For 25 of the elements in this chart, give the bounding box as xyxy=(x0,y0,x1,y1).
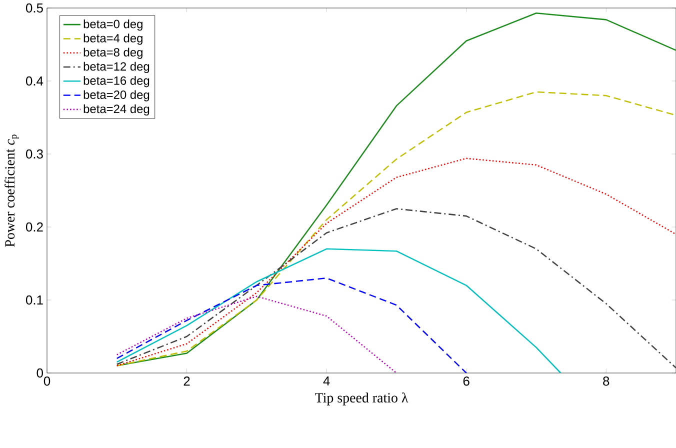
y-tick-label: 0.4 xyxy=(26,76,44,86)
x-tick-label: 6 xyxy=(463,376,470,386)
line-series xyxy=(116,158,676,366)
legend-label: beta=24 deg xyxy=(84,104,150,116)
y-tick-label: 0.2 xyxy=(26,222,43,232)
legend-label: beta=20 deg xyxy=(84,90,150,102)
x-tick-label: 2 xyxy=(184,376,190,386)
legend-label: beta=16 deg xyxy=(84,76,150,88)
x-tick-label: 4 xyxy=(323,376,330,386)
line-series xyxy=(116,248,562,373)
legend-label: beta=12 deg xyxy=(84,62,150,74)
line-series xyxy=(116,208,676,369)
y-tick-label: 0.5 xyxy=(26,3,43,13)
legend-label: beta=0 deg xyxy=(84,19,142,31)
x-axis-title: Tip speed ratio λ xyxy=(315,392,408,406)
y-tick-label: 0.3 xyxy=(26,149,43,159)
legend-label: beta=4 deg xyxy=(84,34,142,45)
y-axis-title: Power coefficient c$_{p}$ xyxy=(4,134,19,247)
y-tick-label: 0 xyxy=(36,368,43,378)
legend-label: beta=8 deg xyxy=(84,48,142,59)
line-series xyxy=(116,277,467,373)
x-tick-label: 8 xyxy=(603,376,610,386)
line-series xyxy=(116,296,398,373)
y-tick-label: 0.1 xyxy=(26,295,43,305)
x-tick-label: 0 xyxy=(44,376,50,386)
